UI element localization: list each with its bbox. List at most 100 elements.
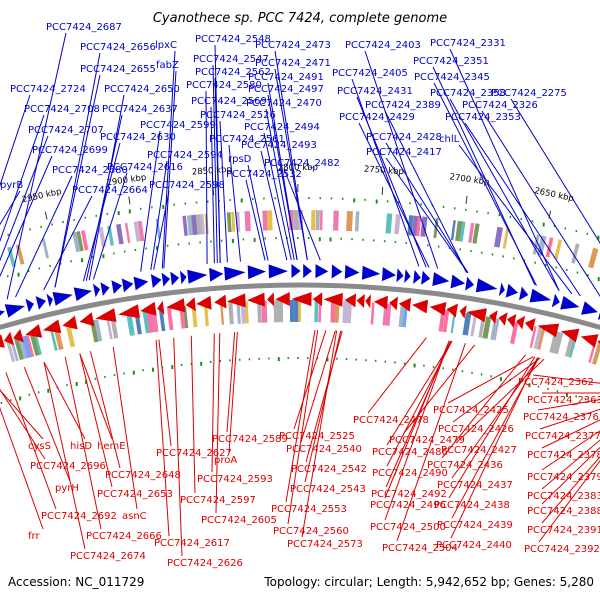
gc-dot: [209, 360, 212, 363]
cog-stripe: [167, 307, 174, 331]
reverse-gene-label: PCC7424_2392: [524, 544, 600, 555]
gc-dot: [566, 269, 568, 271]
gc-dot: [199, 241, 201, 244]
cog-stripe: [490, 317, 500, 341]
cog-stripe: [200, 214, 206, 235]
reverse-cds-arrow: [4, 331, 14, 346]
forward-cds-arrow: [450, 274, 465, 289]
cog-stripe: [333, 210, 339, 231]
gc-dot: [471, 371, 473, 374]
gc-dot: [597, 277, 600, 282]
forward-gene-label: PCC7424_2351: [413, 56, 489, 67]
cog-stripe: [319, 210, 323, 231]
forward-cds-arrow: [432, 272, 450, 286]
reverse-gene-leader: [532, 374, 600, 384]
forward-gene-leader: [210, 106, 215, 264]
cog-stripe: [72, 231, 82, 253]
forward-cds-arrow: [291, 264, 301, 278]
reverse-gene-leader: [112, 346, 138, 510]
forward-gene-leader: [212, 64, 218, 264]
cog-stripe: [370, 302, 375, 325]
gc-dot: [587, 274, 589, 277]
reverse-gene-labels: PCC7424_2362 PCC7424_2363 PCC7424_2425 PCC7…: [0, 330, 600, 569]
forward-gene-label: PCC7424_2630: [100, 132, 176, 143]
reverse-cds-arrow: [13, 328, 24, 343]
forward-cds-arrow: [180, 270, 187, 285]
cog-stripe: [94, 319, 103, 342]
forward-gene-label: PCC7424_2493: [241, 140, 317, 151]
forward-gene-leader: [0, 190, 21, 226]
genome-stats-text: Topology: circular; Length: 5,942,652 bp…: [263, 575, 594, 589]
forward-gene-label: rpsD: [228, 154, 252, 165]
gc-dot: [17, 272, 20, 277]
gc-dot: [465, 208, 467, 211]
forward-gene-leader: [449, 48, 560, 291]
gc-dot: [403, 362, 406, 365]
forward-cds-arrow: [331, 264, 343, 279]
gc-dot: [499, 377, 502, 382]
gc-dot: [102, 254, 105, 259]
forward-gene-leader: [92, 172, 128, 280]
reverse-gene-leader: [300, 330, 336, 443]
forward-gene-label: PCC7424_2417: [366, 147, 442, 158]
gc-dot: [81, 258, 84, 263]
forward-gene-leader: [351, 78, 420, 267]
cog-stripe: [273, 300, 279, 323]
gc-dot: [420, 203, 422, 206]
forward-cds-arrow: [121, 278, 134, 293]
gc-dot: [394, 241, 397, 244]
cog-stripe: [442, 310, 450, 333]
gc-dot: [66, 384, 68, 387]
gc-dot: [353, 198, 356, 203]
cog-stripe: [459, 221, 466, 242]
reverse-gene-leader: [403, 344, 476, 434]
reverse-gene-label: PCC7424_2542: [291, 464, 367, 475]
gc-dot: [152, 367, 154, 372]
reverse-cds-arrow: [291, 292, 312, 307]
gc-dot: [253, 237, 256, 242]
forward-gene-label: PCC7424_2562: [195, 67, 271, 78]
reverse-gene-label: PCC7424_2496: [370, 500, 446, 511]
gc-dot: [94, 377, 97, 380]
forward-gene-label: PCC7424_2547: [193, 54, 269, 65]
forward-gene-leader: [0, 94, 31, 187]
reverse-gene-leader: [43, 361, 86, 440]
gc-dot: [252, 197, 254, 200]
forward-cds-arrow: [224, 266, 246, 281]
cog-stripe: [6, 340, 16, 363]
reverse-gene-leader: [385, 340, 452, 488]
gc-dot: [336, 357, 338, 360]
cog-stripe: [549, 330, 560, 354]
cog-stripe: [146, 310, 155, 333]
gc-dot: [210, 240, 212, 243]
forward-gene-label: PCC7424_2664: [72, 185, 148, 196]
reverse-gene-leader: [190, 335, 196, 494]
reverse-cds-arrow: [42, 319, 62, 334]
reverse-gene-label: PCC7424_2436: [427, 460, 503, 471]
gc-dot: [476, 210, 478, 213]
forward-gene-leader: [265, 108, 295, 261]
cog-stripe: [416, 216, 422, 237]
gc-dot: [365, 359, 367, 362]
forward-gene-leader: [82, 142, 121, 282]
reverse-gene-label: hisD: [70, 441, 92, 452]
cog-stripe: [158, 308, 166, 332]
gc-dot: [151, 206, 153, 209]
reverse-gene-leader: [448, 356, 536, 499]
cog-stripe: [494, 226, 503, 248]
forward-gene-leader: [15, 175, 73, 298]
gc-dot: [177, 243, 180, 246]
reverse-gene-label: PCC7424_2617: [154, 538, 230, 549]
forward-gene-leader: [358, 122, 430, 268]
gc-dot: [123, 372, 125, 375]
forward-gene-label: PCC7424_2491: [248, 72, 324, 83]
reverse-cds-arrow: [524, 318, 536, 332]
gc-dot: [355, 358, 357, 361]
cog-stripe: [10, 339, 19, 362]
cog-stripe: [262, 210, 268, 231]
reverse-gene-leader: [173, 337, 183, 557]
gc-dot: [409, 202, 411, 205]
forward-gene-leader: [43, 195, 93, 291]
gc-dot: [221, 239, 223, 242]
tick-mark: [465, 195, 468, 204]
